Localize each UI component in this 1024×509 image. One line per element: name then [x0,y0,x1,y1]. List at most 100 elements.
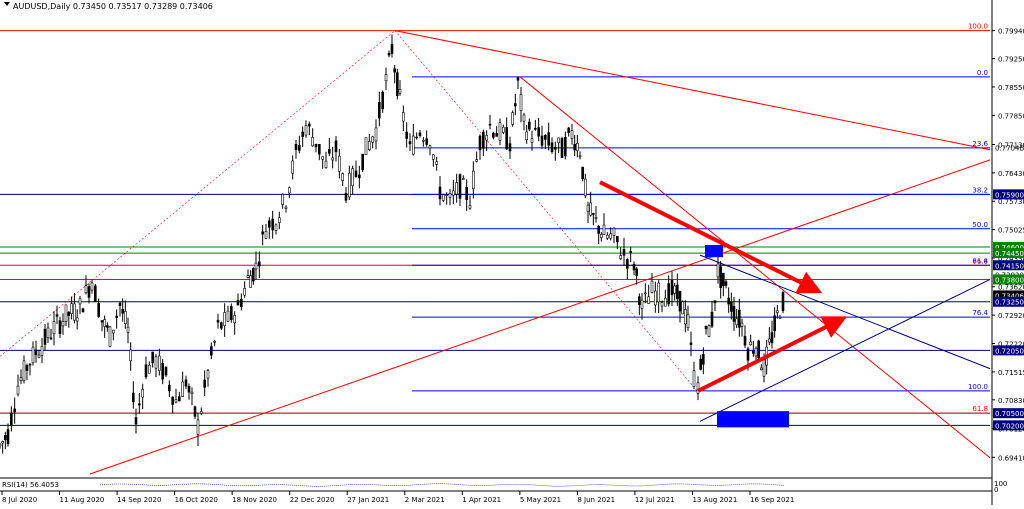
candle-body [502,126,505,133]
red-arrow-down[interactable] [599,180,823,294]
candle-body [193,406,197,417]
candle-body [334,140,338,153]
candle-body [206,370,210,379]
candle-body [187,385,191,393]
candle-body [141,389,144,398]
candle-body [696,382,700,394]
candle-body [291,160,294,174]
candle-body [710,311,714,327]
price-box-label: 0.74450 [995,250,1024,258]
candle-body [108,326,112,347]
candle-body [301,131,304,137]
candle-body [254,262,258,270]
candle-body [609,233,612,239]
candle-body [387,52,391,56]
rsi-scale-bottom: 0 [994,486,998,494]
candle-body [55,314,59,317]
price-box [993,408,1024,419]
candle-body [619,255,622,259]
candle-body [560,137,564,158]
red-arrow-up[interactable] [697,316,848,393]
candle-body [699,358,702,370]
candle-body [635,268,638,276]
fib-blue-level-label: 38.2 [972,186,988,194]
blue-zone-top[interactable] [705,245,723,258]
candle-body [274,224,278,231]
rsi-line[interactable] [99,483,785,487]
candle-body [678,290,682,312]
price-box-label: 0.74150 [995,262,1024,270]
trendline-red-up[interactable] [89,159,991,475]
candle-body [752,350,755,354]
candle-body [151,351,154,364]
candle-body [354,170,358,177]
candle-body [511,112,514,125]
time-tick-label: 8 Jun 2021 [577,496,615,504]
candle-body [124,311,127,324]
candle-body [676,284,679,300]
candle-body [190,391,194,394]
candle-body [390,43,394,54]
price-box [993,290,1024,301]
candle-body [681,301,684,315]
trendline-navy-up[interactable] [699,278,991,422]
trendline-red-top[interactable] [394,30,991,151]
candle-body [468,205,472,209]
candle-body [338,155,341,172]
candle-body [702,354,705,365]
price-tick-label: 0.75025 [998,227,1024,235]
candle-body [331,157,334,161]
candle-body [505,127,508,150]
candle-body [622,249,626,256]
candle-body [415,136,418,139]
candle-body [168,384,171,392]
candle-body [81,308,85,313]
candle-body [528,121,531,130]
candle-body [472,170,475,190]
candle-body [445,194,448,196]
candle-body [19,377,23,382]
candle-body [422,139,425,142]
candle-body [727,297,730,305]
candle-body [358,174,361,179]
candle-body [525,131,528,141]
candle-body [223,312,226,326]
price-box [993,242,1024,253]
candle-body [722,272,725,287]
candle-body [46,327,50,338]
candle-body [412,135,415,155]
candle-body [304,125,308,136]
candle-body [576,143,579,151]
trendlines-layer [89,30,991,475]
candle-body [557,137,560,144]
candle-body [592,213,595,215]
candle-body [203,379,206,388]
candle-body [200,411,203,414]
price-box-label: 0.70200 [995,422,1024,430]
candle-body [271,218,274,231]
candle-body [626,259,629,269]
candle-body [52,321,56,334]
fib-red-level-label: 100.0 [968,23,988,31]
dropdown-triangle-icon[interactable] [4,2,10,6]
candle-body [368,141,371,150]
candle-body [640,299,644,309]
trendline-red-down[interactable] [519,76,991,459]
candle-body [522,114,526,122]
trendline-navy-down[interactable] [699,254,991,370]
candle-body [730,301,733,312]
blue-zone-bottom[interactable] [717,411,789,428]
candle-body [249,275,252,288]
candle-body [570,130,574,139]
price-box-label: 0.72050 [995,347,1024,355]
price-box [993,260,1024,271]
candle-body [321,156,324,160]
candle-body [64,304,68,322]
